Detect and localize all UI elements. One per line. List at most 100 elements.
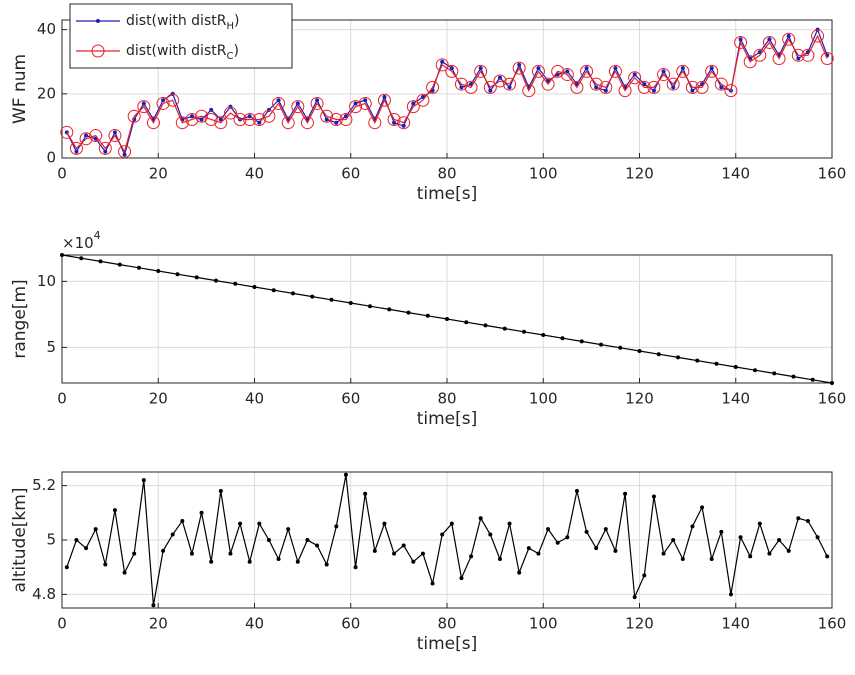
x-tick-label: 140	[721, 615, 750, 633]
point-marker	[791, 48, 805, 62]
point-marker	[464, 80, 478, 94]
legend-text: dist(with distR	[126, 13, 227, 29]
point-marker	[156, 269, 161, 273]
point-marker	[218, 489, 223, 494]
point-marker	[594, 546, 599, 551]
x-tick-label: 100	[529, 390, 558, 408]
point-marker	[512, 61, 526, 75]
x-tick-label: 60	[341, 165, 360, 183]
x-tick-label: 40	[245, 615, 264, 633]
point-marker	[733, 365, 738, 369]
point-marker	[291, 100, 305, 114]
point-marker	[214, 116, 228, 130]
point-marker	[454, 77, 468, 91]
point-marker	[772, 371, 777, 376]
legend-label: dist(with distRH)	[126, 13, 239, 32]
point-marker	[358, 96, 372, 110]
point-marker	[690, 524, 695, 529]
point-marker	[753, 368, 757, 373]
point-marker	[223, 106, 237, 120]
point-marker	[281, 116, 295, 130]
point-marker	[599, 342, 603, 347]
point-marker	[84, 133, 89, 138]
point-marker	[685, 80, 699, 94]
point-marker	[276, 98, 281, 103]
point-marker	[757, 521, 762, 526]
legend-label: dist(with distRC)	[126, 43, 239, 62]
point-marker	[671, 538, 676, 542]
point-marker	[329, 297, 334, 302]
point-marker	[108, 129, 122, 143]
point-marker	[618, 84, 632, 98]
point-marker	[406, 310, 411, 315]
point-marker	[488, 532, 493, 537]
point-marker	[141, 101, 146, 106]
exponent-base: ×10	[62, 234, 94, 252]
point-marker	[276, 557, 281, 562]
point-marker	[642, 82, 647, 87]
point-marker	[724, 84, 738, 98]
point-marker	[228, 551, 233, 556]
point-marker	[349, 100, 363, 114]
point-marker	[786, 548, 791, 553]
point-marker	[257, 120, 262, 125]
point-marker	[762, 35, 776, 49]
point-marker	[478, 516, 483, 521]
point-marker	[517, 62, 522, 67]
x-axis-label: time[s]	[417, 184, 478, 204]
point-marker	[805, 518, 810, 523]
point-marker	[368, 116, 382, 130]
point-marker	[445, 317, 449, 321]
point-marker	[743, 55, 757, 69]
point-marker	[815, 535, 820, 540]
point-marker	[449, 66, 454, 71]
point-marker	[329, 112, 343, 126]
point-marker	[122, 570, 127, 575]
point-marker	[772, 52, 786, 66]
x-tick-label: 160	[818, 390, 847, 408]
legend-end: )	[234, 13, 239, 29]
point-marker	[175, 116, 189, 130]
point-marker	[738, 535, 743, 540]
point-marker	[657, 68, 671, 82]
point-marker	[392, 551, 397, 556]
point-marker	[574, 489, 579, 494]
point-marker	[387, 112, 401, 126]
point-marker	[603, 88, 608, 93]
point-marker	[141, 478, 146, 483]
point-marker	[594, 85, 599, 90]
point-marker	[348, 301, 353, 305]
point-marker	[195, 109, 209, 123]
point-marker	[502, 326, 507, 331]
point-marker	[541, 77, 555, 91]
point-marker	[613, 66, 618, 71]
axes-box	[61, 19, 833, 159]
x-tick-label: 120	[625, 390, 654, 408]
point-marker	[449, 521, 454, 526]
point-marker	[161, 548, 166, 553]
legend-end: )	[233, 43, 238, 59]
point-marker	[700, 505, 705, 510]
point-marker	[579, 339, 584, 344]
point-marker	[382, 95, 387, 100]
point-marker	[257, 521, 262, 526]
point-marker	[189, 114, 194, 119]
point-marker	[825, 554, 830, 559]
point-marker	[435, 58, 449, 72]
point-marker	[565, 535, 570, 540]
point-marker	[79, 256, 84, 261]
point-marker	[127, 109, 141, 123]
point-marker	[122, 152, 127, 157]
point-marker	[406, 100, 420, 114]
point-marker	[194, 275, 199, 280]
point-marker	[810, 377, 815, 382]
point-marker	[589, 77, 603, 91]
point-marker	[782, 32, 796, 46]
x-tick-label: 60	[341, 615, 360, 633]
point-marker	[382, 521, 387, 526]
point-marker	[372, 548, 377, 553]
point-marker	[262, 109, 276, 123]
point-marker	[103, 149, 108, 154]
point-marker	[753, 48, 767, 62]
point-marker	[411, 101, 416, 106]
